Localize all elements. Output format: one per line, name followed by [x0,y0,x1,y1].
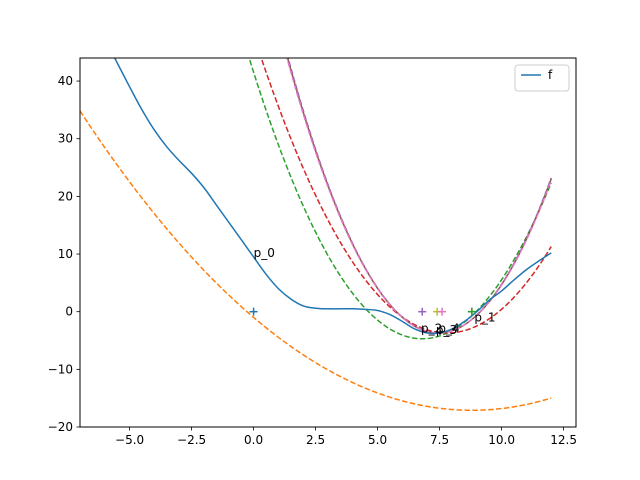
plot-area [80,58,552,412]
legend: f [514,64,570,92]
x-tick-label-5: 7.5 [430,433,449,447]
legend-box [514,64,570,92]
y-tick-label-0: −20 [48,420,73,434]
model-curve-1 [248,58,552,340]
annotation-p_1: p_1 [474,310,495,324]
point-marker-3 [418,307,427,316]
f-line [114,58,552,335]
model-curve-4 [286,58,552,334]
y-tick-label-4: 20 [58,189,73,203]
model-curve-5 [286,58,552,334]
f-series [114,58,552,335]
annotation-p_3: p_3 [436,323,457,337]
annotations: p_0 p_1 p_2p_3p_4 [254,246,496,337]
axes-frame [79,57,577,428]
point-marker-2 [467,307,476,316]
x-tick-label-7: 12.5 [550,433,577,447]
x-tick-label-2: 0.0 [244,433,263,447]
model-curve-0 [80,110,552,412]
annotation-p_4: p_4 [438,321,459,335]
point-marker-0 [249,307,258,316]
y-axis: −20 −10 0 10 20 30 40 [48,74,80,434]
point-marker-5 [438,307,447,316]
x-tick-label-1: −2.5 [177,433,206,447]
x-tick-label-0: −5.0 [115,433,144,447]
x-tick-label-4: 5.0 [368,433,387,447]
annotation-p_0: p_0 [254,246,275,260]
model-curve-2 [260,58,552,334]
model-curves [80,58,552,412]
y-tick-label-3: 10 [58,247,73,261]
y-tick-label-2: 0 [65,305,73,319]
x-tick-label-6: 10.0 [488,433,515,447]
y-tick-label-6: 40 [58,74,73,88]
x-axis: −5.0 −2.5 0.0 2.5 5.0 7.5 10.0 12.5 [115,427,577,447]
legend-label-0: f [548,68,553,82]
y-tick-label-1: −10 [48,362,73,376]
model-curve-3 [287,58,552,334]
annotation-p_2: p_2 [421,321,442,335]
x-tick-label-3: 2.5 [306,433,325,447]
y-tick-label-5: 30 [58,132,73,146]
point-markers [249,307,476,316]
